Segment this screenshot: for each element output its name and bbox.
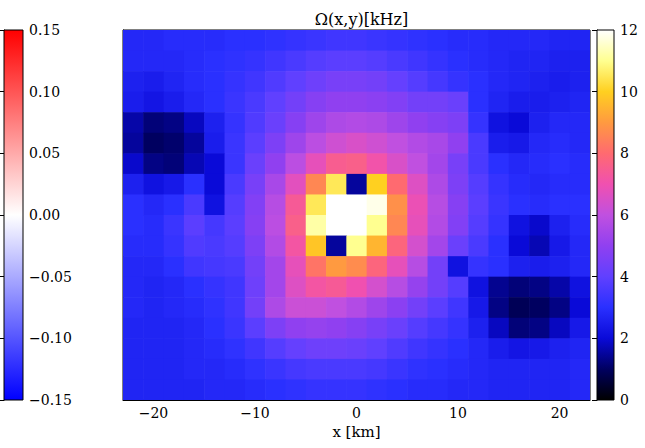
svg-text:8: 8: [620, 145, 629, 161]
svg-text:20: 20: [551, 405, 569, 421]
svg-text:−0.10: −0.10: [29, 330, 72, 346]
svg-text:−0.05: −0.05: [29, 269, 72, 285]
svg-text:−10: −10: [240, 405, 270, 421]
svg-text:0.05: 0.05: [29, 145, 60, 161]
svg-text:12: 12: [620, 22, 638, 38]
svg-text:0.10: 0.10: [29, 84, 60, 100]
svg-text:−20: −20: [139, 405, 169, 421]
svg-text:10: 10: [449, 405, 467, 421]
svg-text:4: 4: [620, 269, 629, 285]
svg-text:0: 0: [352, 405, 361, 421]
svg-text:0: 0: [620, 392, 629, 408]
svg-text:−0.15: −0.15: [29, 392, 72, 408]
svg-text:0.00: 0.00: [29, 207, 60, 223]
svg-text:6: 6: [620, 207, 629, 223]
svg-text:2: 2: [620, 330, 629, 346]
svg-text:10: 10: [620, 84, 638, 100]
svg-text:Ω(x,y)[kHz]: Ω(x,y)[kHz]: [315, 10, 408, 29]
svg-text:0.15: 0.15: [29, 22, 60, 38]
svg-text:x [km]: x [km]: [332, 423, 380, 441]
